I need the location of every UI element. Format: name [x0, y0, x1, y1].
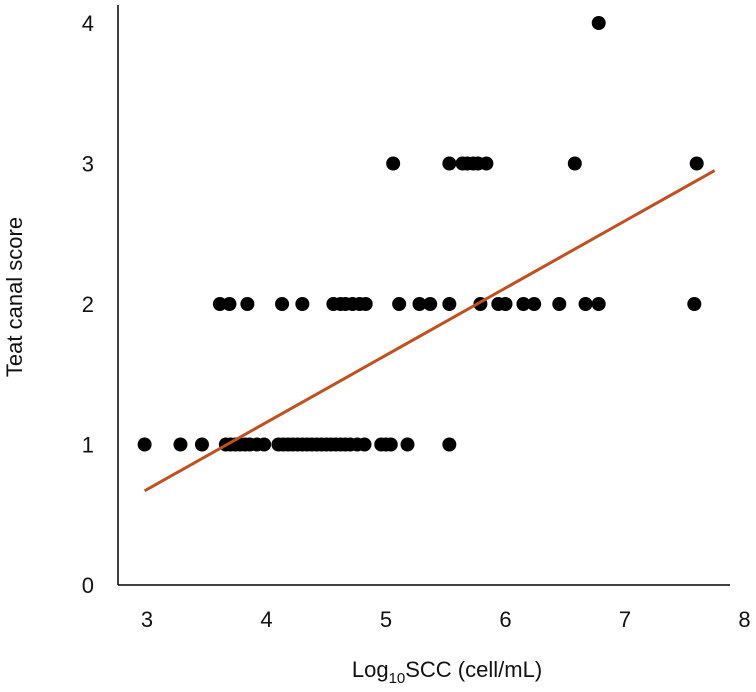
data-point [240, 297, 255, 311]
data-point [687, 297, 702, 311]
y-tick-label: 0 [82, 573, 94, 598]
data-point [295, 297, 310, 311]
x-tick-label: 6 [499, 607, 511, 632]
y-axis-title: Teat canal score [2, 217, 27, 377]
data-point [442, 156, 457, 171]
data-point [479, 156, 494, 171]
data-point [137, 437, 152, 452]
data-point [194, 437, 209, 452]
data-point [423, 297, 438, 311]
data-point [173, 437, 188, 452]
data-point [498, 297, 513, 311]
y-tick-label: 3 [82, 152, 94, 177]
data-point [222, 297, 237, 311]
x-axis-title: Log10SCC (cell/mL) [352, 657, 542, 687]
data-point [257, 437, 272, 452]
data-point [386, 156, 401, 171]
data-point [442, 437, 457, 452]
axes [117, 5, 730, 586]
x-axis-title-subscript: 10 [389, 670, 406, 687]
data-point [527, 297, 542, 311]
x-tick-label: 7 [619, 607, 631, 632]
x-axis-title-suffix: SCC (cell/mL) [405, 657, 542, 682]
data-point [275, 297, 290, 311]
x-axis-title-prefix: Log [352, 657, 389, 682]
y-tick-label: 1 [82, 433, 94, 458]
y-tick-labels: 0 1 2 3 4 [82, 11, 94, 598]
data-point [578, 297, 593, 311]
x-tick-labels: 3 4 5 6 7 8 [141, 607, 751, 632]
data-point [516, 297, 531, 311]
data-point [552, 297, 567, 311]
x-tick-label: 8 [738, 607, 750, 632]
data-point [400, 437, 415, 452]
x-tick-label: 3 [141, 607, 153, 632]
y-tick-label: 2 [82, 292, 94, 317]
x-tick-label: 4 [260, 607, 272, 632]
data-point [358, 297, 373, 311]
y-tick-label: 4 [82, 11, 94, 36]
data-point [567, 156, 582, 171]
data-point [383, 437, 398, 452]
data-point [591, 297, 606, 311]
trendline [143, 169, 716, 493]
data-point [392, 297, 407, 311]
data-point [442, 297, 457, 311]
x-tick-label: 5 [380, 607, 392, 632]
data-point [357, 437, 372, 452]
data-point [591, 16, 606, 30]
data-point [412, 297, 427, 311]
data-point [689, 156, 704, 171]
plot-area [137, 16, 716, 493]
